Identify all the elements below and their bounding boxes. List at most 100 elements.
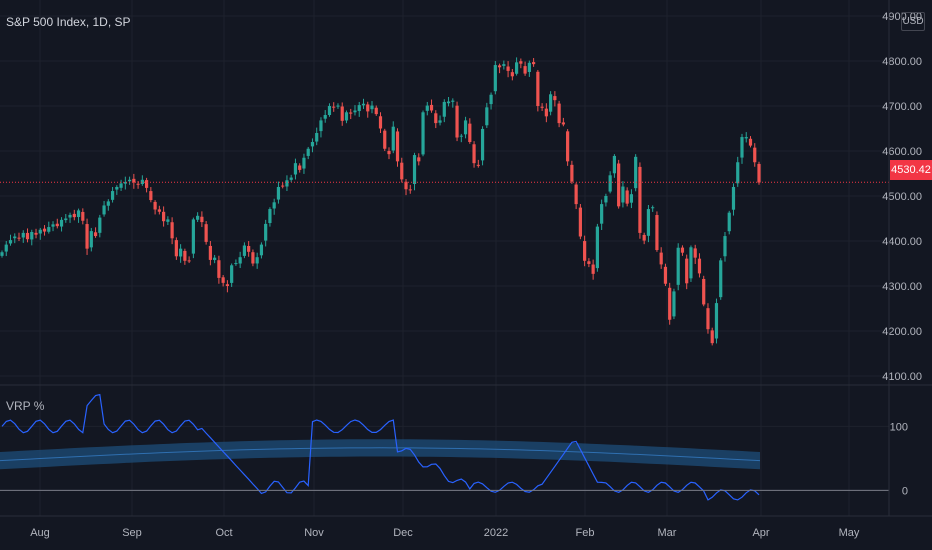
candle-body: [510, 72, 514, 77]
time-axis: Aug Sep Oct Nov Dec 2022 Feb Mar Apr May: [30, 527, 860, 539]
candle-body: [238, 257, 242, 264]
candle-body: [285, 180, 289, 187]
candle-body: [451, 100, 455, 102]
candle-body: [702, 278, 706, 305]
candle-body: [570, 164, 574, 182]
candle-body: [102, 205, 106, 215]
candle-body: [310, 142, 315, 147]
candle-body: [298, 165, 302, 170]
candle-body: [710, 330, 714, 344]
candle-body: [489, 94, 493, 105]
candle-body: [629, 194, 634, 203]
candle-body: [455, 105, 459, 138]
candle-body: [264, 223, 268, 241]
candle-body: [557, 103, 561, 124]
candle-body: [714, 303, 719, 339]
candle-body: [387, 150, 391, 155]
price-tick-label: 4700.00: [882, 101, 922, 113]
candle-body: [42, 228, 47, 232]
candle-body: [583, 241, 587, 261]
time-tick-label: Apr: [752, 527, 769, 539]
candle-body: [595, 226, 599, 269]
vrp-band-midline: [0, 447, 761, 462]
candle-body: [587, 261, 591, 264]
candle-body: [391, 126, 395, 151]
candle-body: [225, 284, 229, 286]
vrp-tick-label: 0: [902, 485, 908, 497]
candle-body: [612, 155, 617, 174]
candle-body: [731, 187, 736, 210]
candle-body: [21, 232, 25, 238]
candle-body: [519, 61, 523, 64]
candle-body: [34, 232, 38, 235]
candle-body: [617, 163, 621, 207]
candle-body: [59, 219, 64, 227]
vrp-line: [1, 393, 760, 501]
price-tick-label: 4400.00: [882, 236, 922, 248]
candle-body: [336, 105, 340, 107]
candle-body: [30, 232, 34, 240]
candle-body: [370, 105, 374, 110]
currency-badge[interactable]: USD: [901, 12, 925, 31]
candle-body: [502, 64, 506, 66]
price-axis: 4100.00 4200.00 4300.00 4400.00 4500.00 4600.…: [882, 11, 922, 497]
candle-body: [162, 211, 166, 222]
candle-body: [697, 258, 702, 274]
candle-body: [64, 218, 68, 221]
price-tick-label: 4600.00: [882, 146, 922, 158]
candle-body: [8, 240, 13, 244]
candle-body: [110, 191, 115, 200]
price-candles: [0, 57, 761, 346]
candle-body: [255, 257, 259, 264]
candle-body: [81, 211, 85, 221]
candle-body: [38, 229, 42, 234]
candle-body: [149, 191, 153, 201]
time-tick-label: Sep: [122, 527, 142, 539]
candle-body: [719, 260, 723, 298]
candle-body: [208, 245, 212, 260]
candle-body: [527, 62, 531, 72]
price-tick-label: 4200.00: [882, 326, 922, 338]
candle-body: [183, 250, 187, 261]
time-tick-label: Feb: [576, 527, 595, 539]
candle-body: [753, 147, 757, 163]
candle-body: [293, 163, 298, 175]
time-tick-label: Mar: [658, 527, 677, 539]
candle-body: [404, 181, 408, 190]
candle-body: [549, 94, 553, 112]
candle-body: [655, 215, 659, 250]
candle-body: [276, 187, 281, 200]
candle-body: [429, 104, 434, 111]
candle-body: [179, 248, 183, 257]
candle-body: [651, 207, 655, 209]
candle-body: [119, 183, 123, 188]
candle-body: [412, 155, 417, 184]
candle-body: [523, 66, 527, 74]
candle-body: [55, 223, 59, 227]
candle-body: [242, 245, 247, 256]
time-tick-label: Aug: [30, 527, 50, 539]
candle-body: [349, 112, 353, 114]
candle-body: [493, 65, 497, 92]
candle-body: [268, 209, 272, 224]
candle-body: [230, 265, 234, 283]
candle-body: [659, 252, 663, 265]
candle-body: [736, 162, 740, 184]
candle-body: [421, 112, 425, 155]
candle-body: [689, 247, 693, 279]
price-tick-label: 4800.00: [882, 56, 922, 68]
candle-body: [98, 217, 102, 233]
candle-body: [668, 287, 672, 320]
candle-body: [353, 110, 357, 113]
candle-body: [727, 212, 731, 232]
candle-body: [685, 258, 689, 284]
candle-body: [744, 137, 748, 139]
candle-body: [72, 213, 76, 218]
candle-body: [136, 183, 140, 185]
candle-body: [561, 122, 565, 125]
candle-body: [289, 177, 293, 180]
candle-body: [540, 106, 544, 108]
candle-body: [319, 120, 323, 132]
candle-body: [748, 138, 753, 146]
candle-body: [757, 163, 761, 183]
